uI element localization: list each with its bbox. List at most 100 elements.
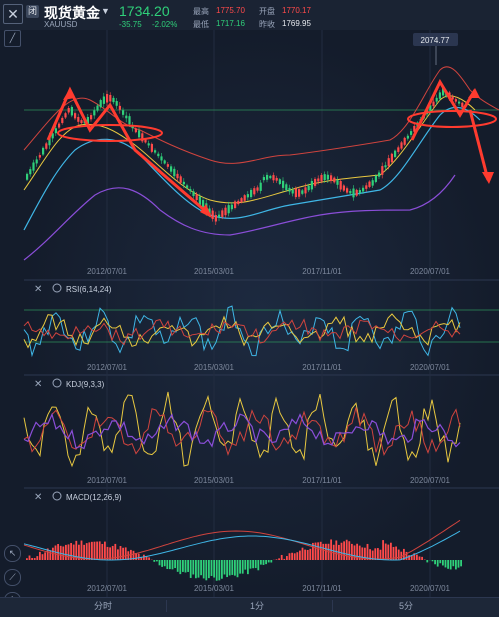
macd-bar: [283, 559, 285, 560]
candle-body: [39, 155, 41, 158]
candle-body: [352, 189, 354, 198]
candle-body: [365, 185, 367, 189]
candle-body: [68, 108, 70, 112]
macd-bar: [213, 560, 215, 578]
macd-bar: [354, 545, 356, 560]
high-value: 1775.70: [216, 6, 245, 15]
macd-bar: [341, 543, 343, 560]
chart-area[interactable]: 2074.77 2012/07/01 2015/03/01 2017/11/01…: [0, 30, 499, 597]
macd-bar: [270, 560, 272, 563]
candle-body: [80, 120, 82, 123]
candle-body: [112, 98, 114, 102]
close-icon[interactable]: ✕: [34, 379, 42, 390]
x-tick-label: 2012/07/01: [87, 584, 128, 593]
macd-bar: [182, 560, 184, 572]
x-tick-label: 2017/11/01: [302, 476, 342, 485]
candle-body: [42, 148, 44, 155]
candle-body: [298, 189, 300, 197]
chevron-down-icon[interactable]: ▼: [101, 6, 110, 16]
candle-body: [292, 190, 294, 194]
macd-bar: [445, 560, 447, 567]
candle-body: [397, 147, 399, 152]
macd-bar: [218, 560, 220, 580]
candle-body: [301, 190, 303, 193]
low-label: 最低: [193, 19, 209, 30]
candle-body: [176, 174, 178, 178]
candle-body: [394, 151, 396, 157]
macd-bar: [216, 560, 218, 581]
candle-body: [192, 191, 194, 196]
macd-bar: [278, 558, 280, 560]
macd-bar: [398, 550, 400, 560]
macd-bar: [252, 560, 254, 568]
candle-body: [106, 94, 108, 102]
macd-bar: [99, 541, 101, 560]
macd-bar: [190, 560, 192, 578]
macd-bar: [320, 542, 322, 560]
close-icon[interactable]: ✕: [34, 492, 42, 503]
macd-bar: [276, 559, 278, 560]
macd-bar: [161, 560, 163, 567]
candle-body: [410, 131, 412, 135]
macd-bar: [382, 540, 384, 560]
macd-bar: [39, 552, 41, 560]
macd-bar: [268, 560, 270, 562]
candle-body: [388, 158, 390, 166]
macd-bar: [304, 550, 306, 560]
candle-body: [253, 188, 255, 194]
macd-bar: [42, 554, 44, 560]
candle-body: [461, 103, 463, 107]
macd-label: MACD(12,26,9): [66, 493, 122, 502]
candle-body: [407, 136, 409, 139]
x-tick-label: 2017/11/01: [302, 267, 342, 276]
candle-body: [237, 201, 239, 204]
tab-1min[interactable]: 1分: [250, 599, 264, 612]
macd-bar: [221, 560, 223, 579]
macd-bar: [380, 550, 382, 560]
tab-5min[interactable]: 5分: [399, 599, 413, 612]
candle-body: [164, 160, 166, 163]
macd-bar: [226, 560, 228, 577]
macd-bar: [346, 540, 348, 560]
high-label: 最高: [193, 6, 209, 17]
top-bar: ✕ 闭 现货黄金 ▼ XAUUSD 1734.20 -35.75 -2.02% …: [0, 0, 499, 30]
macd-bar: [187, 560, 189, 572]
candle-body: [308, 186, 310, 190]
macd-bar: [247, 560, 249, 574]
macd-bar: [257, 560, 259, 570]
macd-bar: [419, 556, 421, 560]
macd-bar: [348, 541, 350, 560]
macd-bar: [49, 550, 51, 560]
candle-body: [125, 116, 127, 119]
close-icon[interactable]: ✕: [3, 4, 23, 24]
close-icon[interactable]: ✕: [34, 284, 42, 295]
macd-bar: [166, 560, 168, 569]
candle-body: [100, 100, 102, 107]
candle-body: [404, 138, 406, 145]
macd-bar: [86, 543, 88, 560]
macd-bar: [156, 560, 158, 561]
macd-bar: [322, 544, 324, 560]
macd-bar: [434, 560, 436, 564]
candle-body: [234, 201, 236, 208]
macd-bar: [208, 560, 210, 578]
candle-body: [240, 198, 242, 202]
macd-bar: [177, 560, 179, 572]
macd-bar: [224, 560, 226, 574]
price-change: -35.75: [119, 20, 142, 29]
prev-close-value: 1769.95: [282, 19, 311, 28]
macd-bar: [239, 560, 241, 574]
x-tick-label: 2017/11/01: [302, 584, 342, 593]
divider: [166, 600, 167, 612]
macd-bar: [416, 555, 418, 560]
candle-body: [333, 178, 335, 183]
macd-bar: [242, 560, 244, 574]
tab-intraday[interactable]: 分时: [94, 599, 112, 612]
macd-bar: [439, 560, 441, 563]
candle-body: [288, 188, 290, 192]
macd-bar: [343, 541, 345, 560]
macd-bar: [263, 560, 265, 565]
divider: [332, 600, 333, 612]
macd-bar: [185, 560, 187, 572]
x-tick-label: 2012/07/01: [87, 267, 128, 276]
